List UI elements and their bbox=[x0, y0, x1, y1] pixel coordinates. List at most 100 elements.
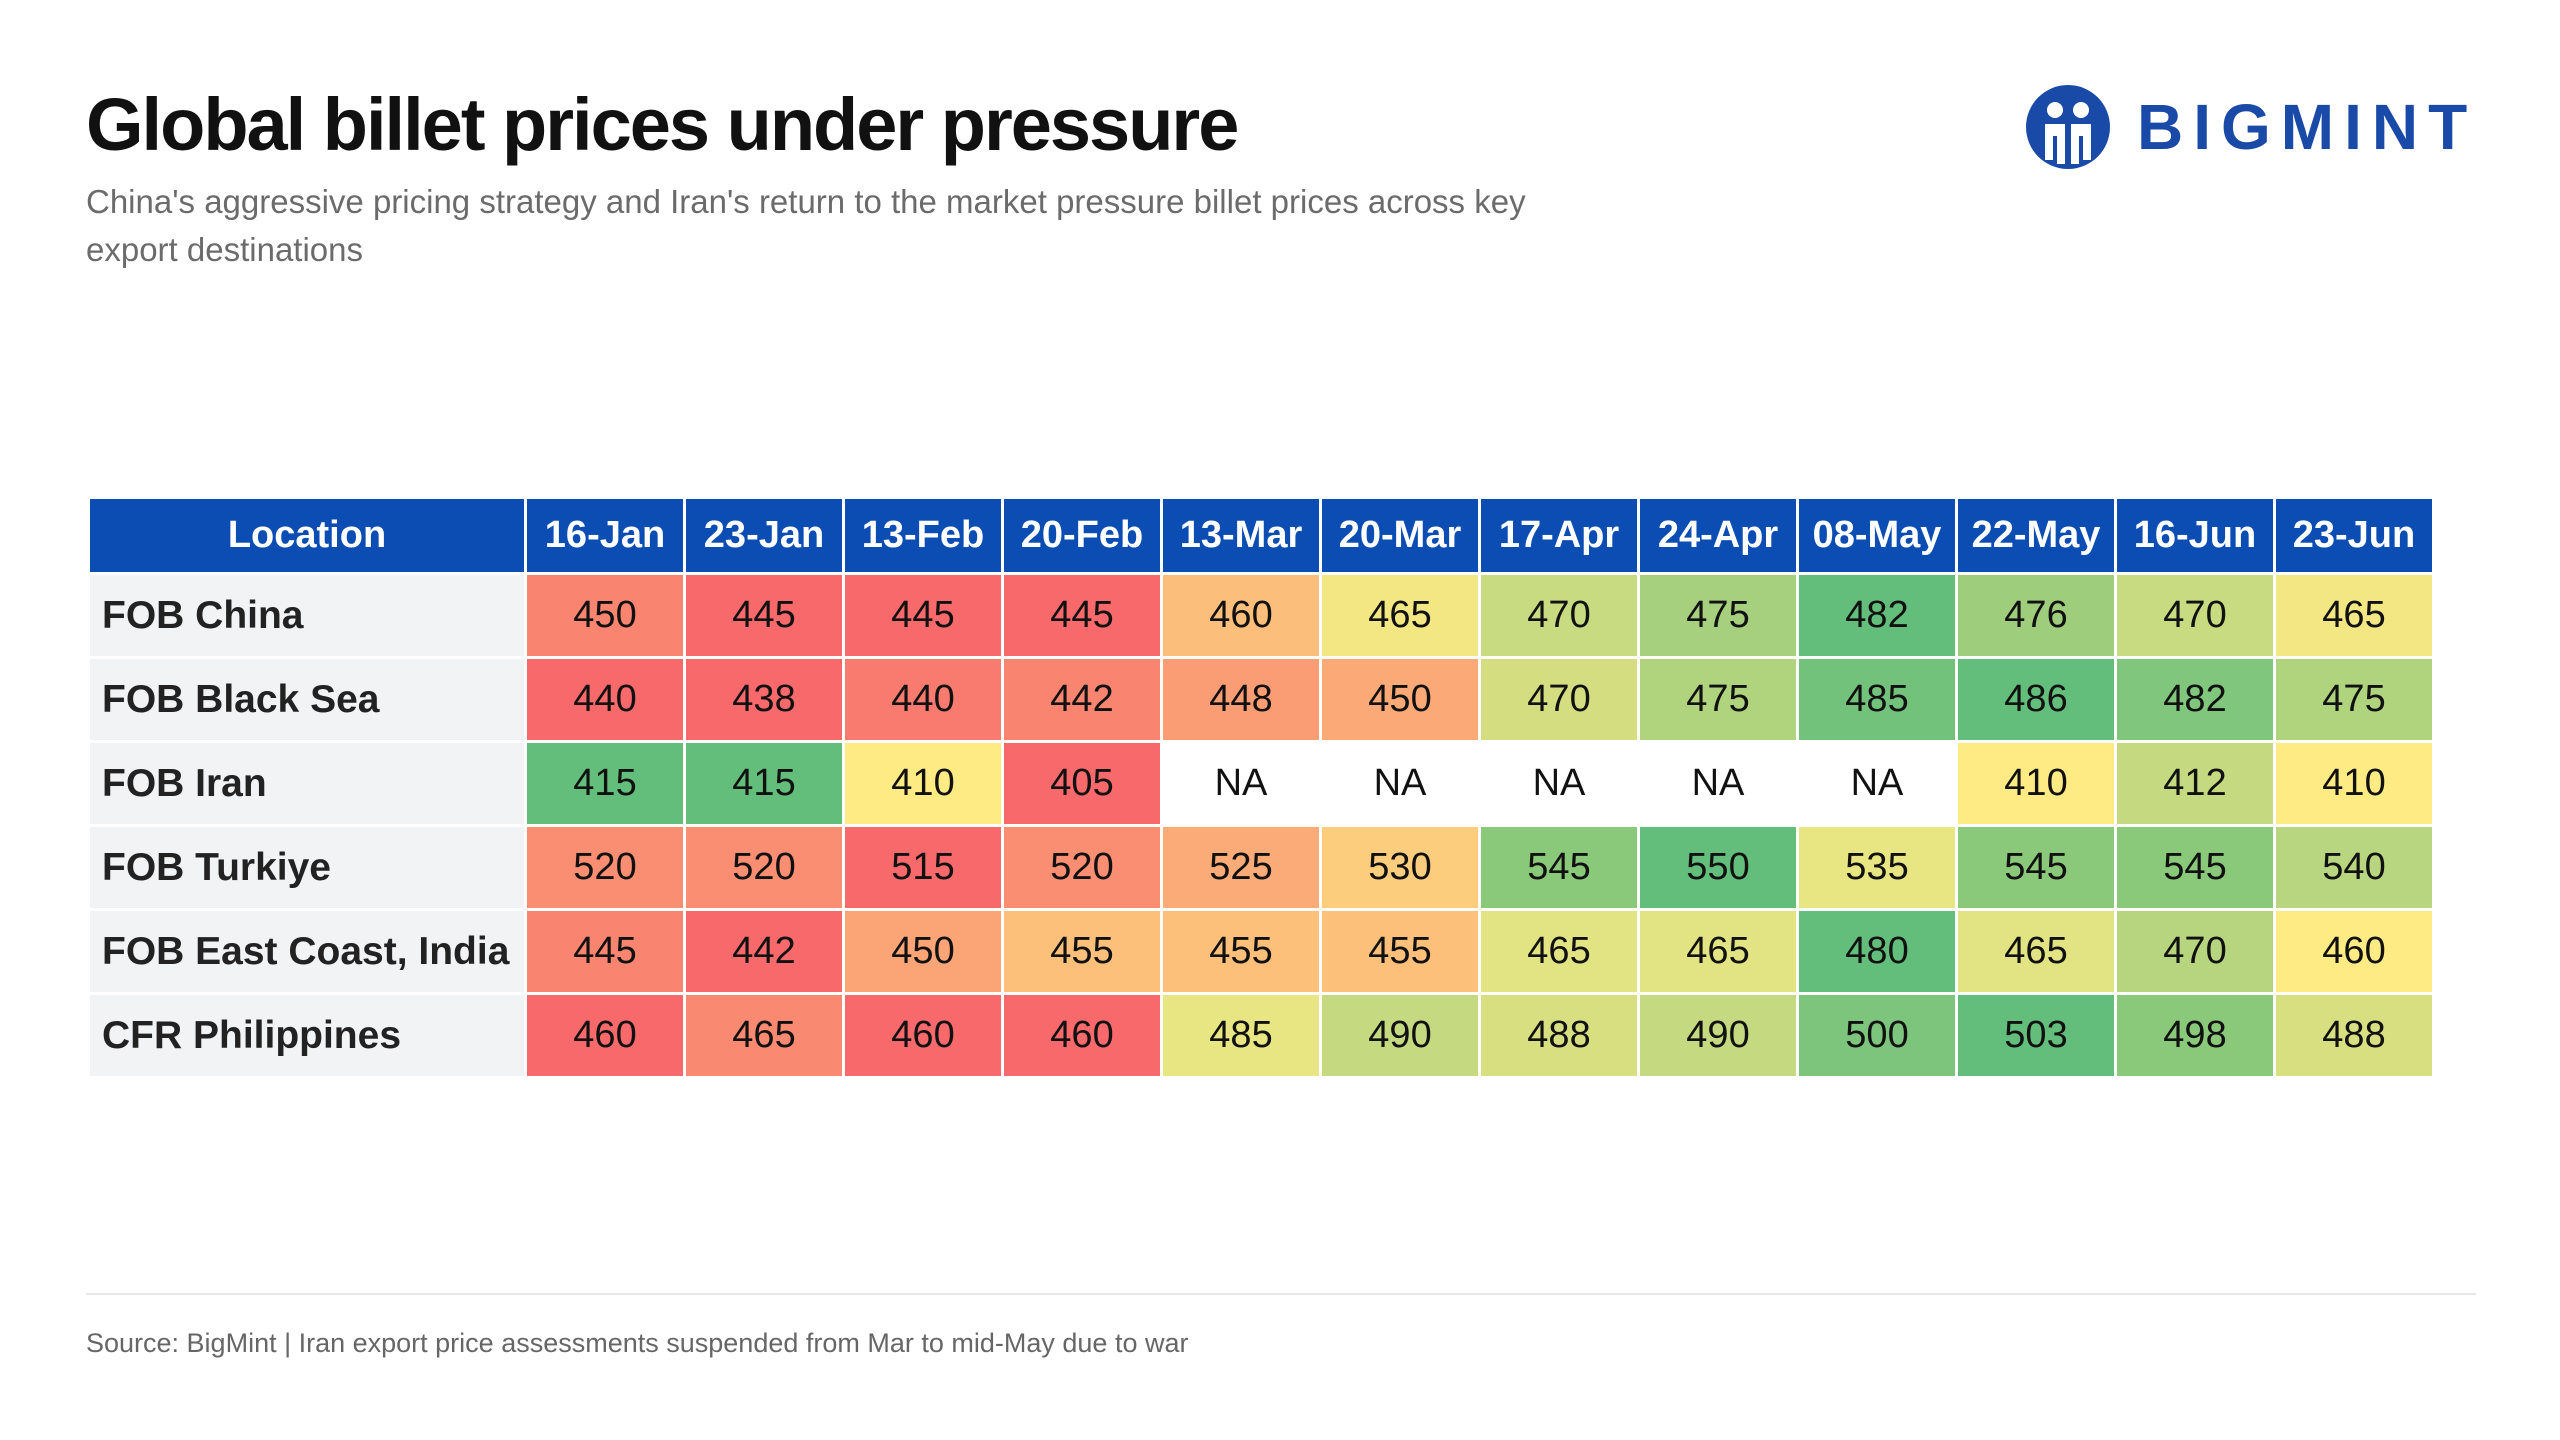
column-header: Location bbox=[87, 496, 527, 575]
row-label: CFR Philippines bbox=[87, 992, 527, 1079]
row-label: FOB Turkiye bbox=[87, 824, 527, 911]
price-cell: 482 bbox=[2114, 656, 2276, 743]
price-cell: 475 bbox=[2273, 656, 2435, 743]
title: Global billet prices under pressure bbox=[86, 83, 1239, 166]
price-cell: 545 bbox=[2114, 824, 2276, 911]
price-cell: 470 bbox=[1478, 572, 1640, 659]
price-cell: 445 bbox=[1001, 572, 1163, 659]
column-header: 20-Mar bbox=[1319, 496, 1481, 575]
price-cell: NA bbox=[1319, 740, 1481, 827]
price-cell: 515 bbox=[842, 824, 1004, 911]
price-cell: 442 bbox=[683, 908, 845, 995]
divider bbox=[86, 1293, 2476, 1295]
price-cell: 412 bbox=[2114, 740, 2276, 827]
price-cell: 490 bbox=[1637, 992, 1799, 1079]
column-header: 23-Jan bbox=[683, 496, 845, 575]
price-cell: 460 bbox=[1001, 992, 1163, 1079]
price-cell: 550 bbox=[1637, 824, 1799, 911]
table-row: FOB Black Sea 440 438 440 442 448 450 470 475 485… bbox=[87, 656, 2435, 743]
column-header: 13-Mar bbox=[1160, 496, 1322, 575]
price-cell: 485 bbox=[1160, 992, 1322, 1079]
price-cell: 450 bbox=[842, 908, 1004, 995]
price-cell: 465 bbox=[1955, 908, 2117, 995]
table-row: FOB Iran 415 415 410 405 NA NA NA NA NA 410 412 410 bbox=[87, 740, 2435, 827]
price-cell: NA bbox=[1478, 740, 1640, 827]
price-cell: 445 bbox=[683, 572, 845, 659]
price-cell: 535 bbox=[1796, 824, 1958, 911]
row-label: FOB Iran bbox=[87, 740, 527, 827]
price-cell: 482 bbox=[1796, 572, 1958, 659]
price-cell: 503 bbox=[1955, 992, 2117, 1079]
price-cell: 445 bbox=[524, 908, 686, 995]
price-cell: 545 bbox=[1955, 824, 2117, 911]
price-cell: 465 bbox=[1478, 908, 1640, 995]
price-cell: 465 bbox=[1637, 908, 1799, 995]
table-row: FOB China 450 445 445 445 460 465 470 475 482 476 4… bbox=[87, 572, 2435, 659]
price-cell: 470 bbox=[2114, 572, 2276, 659]
price-cell: 440 bbox=[524, 656, 686, 743]
price-cell: 470 bbox=[1478, 656, 1640, 743]
price-cell: 455 bbox=[1001, 908, 1163, 995]
price-cell: 465 bbox=[2273, 572, 2435, 659]
price-cell: 460 bbox=[2273, 908, 2435, 995]
price-cell: 405 bbox=[1001, 740, 1163, 827]
price-table: Location 16-Jan 23-Jan 13-Feb 20-Feb 13-Mar 20… bbox=[87, 496, 2435, 1079]
price-cell: NA bbox=[1637, 740, 1799, 827]
price-cell: 460 bbox=[1160, 572, 1322, 659]
price-cell: 520 bbox=[524, 824, 686, 911]
subtitle: China's aggressive pricing strategy and … bbox=[86, 183, 1526, 268]
column-header: 08-May bbox=[1796, 496, 1958, 575]
column-header: 16-Jun bbox=[2114, 496, 2276, 575]
row-label: FOB Black Sea bbox=[87, 656, 527, 743]
row-label: FOB China bbox=[87, 572, 527, 659]
price-cell: 500 bbox=[1796, 992, 1958, 1079]
price-cell: 442 bbox=[1001, 656, 1163, 743]
price-cell: 415 bbox=[683, 740, 845, 827]
price-cell: 410 bbox=[1955, 740, 2117, 827]
price-cell: 488 bbox=[2273, 992, 2435, 1079]
price-cell: 455 bbox=[1319, 908, 1481, 995]
price-cell: 476 bbox=[1955, 572, 2117, 659]
table-row: FOB East Coast, India 445 442 450 455 455 455 4… bbox=[87, 908, 2435, 995]
logo-icon bbox=[2026, 85, 2110, 169]
column-header: 22-May bbox=[1955, 496, 2117, 575]
price-cell: 445 bbox=[842, 572, 1004, 659]
row-label: FOB East Coast, India bbox=[87, 908, 527, 995]
price-cell: 460 bbox=[842, 992, 1004, 1079]
price-cell: 520 bbox=[683, 824, 845, 911]
price-cell: 455 bbox=[1160, 908, 1322, 995]
price-cell: 525 bbox=[1160, 824, 1322, 911]
source-note: Source: BigMint | Iran export price asse… bbox=[86, 1328, 1189, 1358]
price-cell: 410 bbox=[2273, 740, 2435, 827]
column-header: 16-Jan bbox=[524, 496, 686, 575]
logo-text: BIGMINT bbox=[2137, 91, 2478, 163]
column-header: 20-Feb bbox=[1001, 496, 1163, 575]
price-cell: 450 bbox=[1319, 656, 1481, 743]
price-cell: 540 bbox=[2273, 824, 2435, 911]
price-cell: 410 bbox=[842, 740, 1004, 827]
price-cell: 438 bbox=[683, 656, 845, 743]
price-cell: 450 bbox=[524, 572, 686, 659]
price-cell: 465 bbox=[1319, 572, 1481, 659]
price-cell: 490 bbox=[1319, 992, 1481, 1079]
price-cell: 498 bbox=[2114, 992, 2276, 1079]
price-cell: 448 bbox=[1160, 656, 1322, 743]
price-cell: 530 bbox=[1319, 824, 1481, 911]
price-cell: 470 bbox=[2114, 908, 2276, 995]
price-cell: 520 bbox=[1001, 824, 1163, 911]
price-cell: 480 bbox=[1796, 908, 1958, 995]
price-cell: 545 bbox=[1478, 824, 1640, 911]
price-cell: 460 bbox=[524, 992, 686, 1079]
table-row: CFR Philippines 460 465 460 460 485 490 488 490 5… bbox=[87, 992, 2435, 1079]
price-cell: 440 bbox=[842, 656, 1004, 743]
price-cell: 475 bbox=[1637, 572, 1799, 659]
price-cell: 486 bbox=[1955, 656, 2117, 743]
column-header: 23-Jun bbox=[2273, 496, 2435, 575]
price-cell: 415 bbox=[524, 740, 686, 827]
price-cell: 485 bbox=[1796, 656, 1958, 743]
column-header: 13-Feb bbox=[842, 496, 1004, 575]
logo: BIGMINT bbox=[2025, 84, 2477, 170]
price-cell: 475 bbox=[1637, 656, 1799, 743]
price-cell: 465 bbox=[683, 992, 845, 1079]
